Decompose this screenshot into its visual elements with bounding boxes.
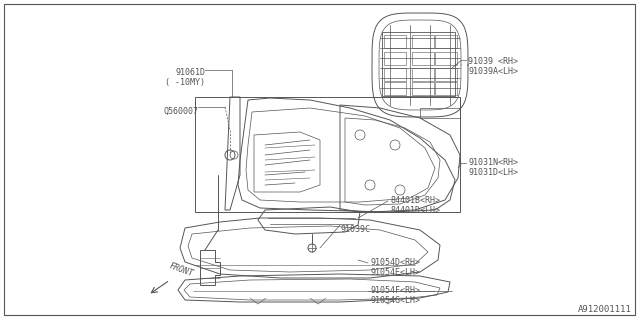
- Text: Q560007: Q560007: [163, 107, 198, 116]
- Bar: [412, 68, 434, 81]
- Text: 91054D<RH>: 91054D<RH>: [370, 258, 420, 267]
- Text: A912001111: A912001111: [579, 305, 632, 314]
- Text: 84401D<LH>: 84401D<LH>: [390, 206, 440, 215]
- Text: 91054E<LH>: 91054E<LH>: [370, 268, 420, 277]
- Bar: [435, 82, 457, 95]
- Bar: [195, 97, 460, 212]
- Text: 91039 <RH>: 91039 <RH>: [468, 57, 518, 66]
- Text: ( -10MY): ( -10MY): [165, 78, 205, 87]
- Bar: [435, 52, 457, 65]
- Bar: [384, 82, 406, 95]
- Bar: [412, 52, 434, 65]
- Text: 91031D<LH>: 91031D<LH>: [468, 168, 518, 177]
- Bar: [435, 68, 457, 81]
- Text: FRONT: FRONT: [168, 261, 195, 278]
- Text: 91039A<LH>: 91039A<LH>: [468, 67, 518, 76]
- Bar: [384, 52, 406, 65]
- Text: 84401B<RH>: 84401B<RH>: [390, 196, 440, 205]
- Text: 91054G<LH>: 91054G<LH>: [370, 296, 420, 305]
- Text: 91061D: 91061D: [175, 68, 205, 77]
- Bar: [412, 35, 434, 48]
- Bar: [384, 68, 406, 81]
- Bar: [382, 32, 455, 96]
- Bar: [384, 35, 406, 48]
- Bar: [435, 35, 457, 48]
- Text: 91031N<RH>: 91031N<RH>: [468, 158, 518, 167]
- Bar: [412, 82, 434, 95]
- Text: 91039C: 91039C: [340, 225, 370, 234]
- Text: 91054F<RH>: 91054F<RH>: [370, 286, 420, 295]
